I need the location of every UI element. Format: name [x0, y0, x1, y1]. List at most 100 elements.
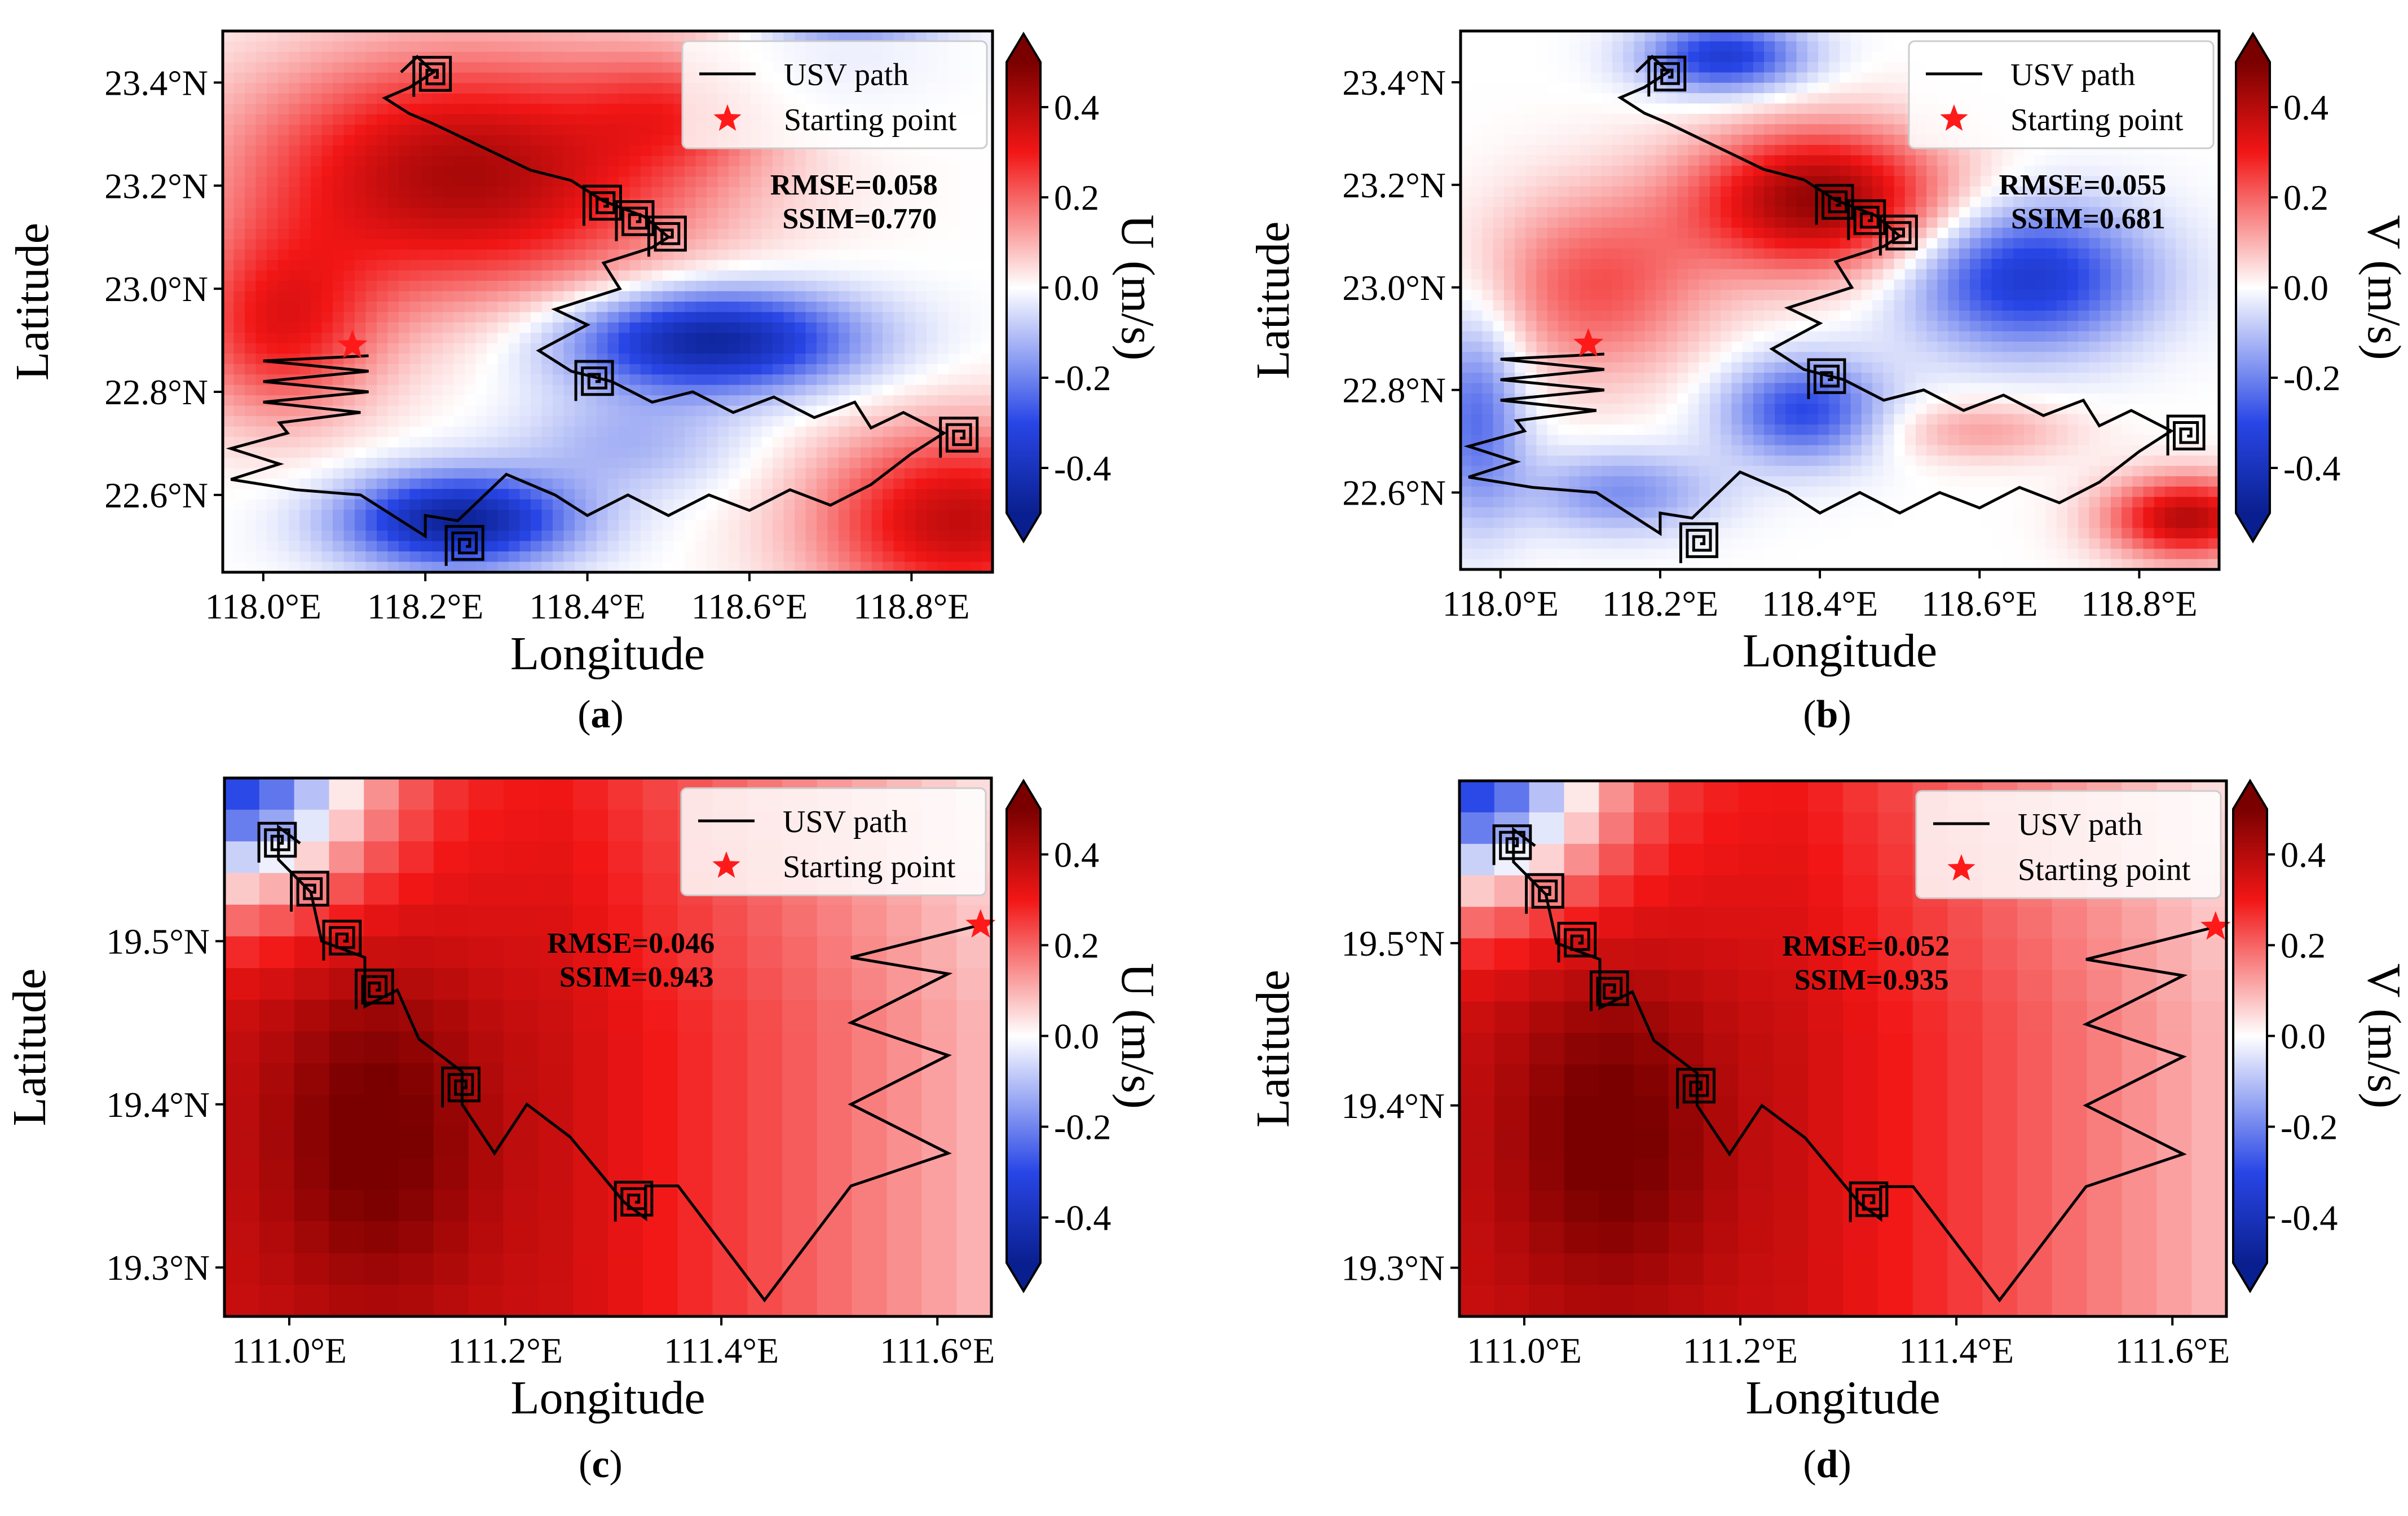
heatmap-cell [1482, 207, 1493, 218]
heatmap-cell [762, 271, 773, 281]
heatmap-cell [399, 177, 410, 188]
heatmap-cell [1461, 124, 1472, 135]
heatmap-cell [597, 166, 608, 177]
heatmap-cell [399, 42, 410, 52]
heatmap-cell [1634, 332, 1645, 342]
heatmap-cell [498, 52, 509, 63]
heatmap-cell [234, 239, 245, 250]
heatmap-cell [1471, 93, 1483, 104]
heatmap-cell [905, 312, 916, 323]
heatmap-cell [1493, 83, 1505, 94]
heatmap-cell [1504, 135, 1515, 145]
heatmap-cell [399, 531, 410, 541]
heatmap-cell [421, 479, 432, 489]
heatmap-cell [498, 94, 509, 104]
heatmap-cell [575, 531, 586, 541]
heatmap-cell [410, 510, 421, 520]
heatmap-cell [674, 333, 685, 343]
heatmap-cell [817, 239, 828, 250]
heatmap-cell [960, 364, 971, 375]
heatmap-cell [421, 322, 432, 333]
heatmap-cell [311, 42, 322, 52]
heatmap-cell [762, 427, 773, 437]
heatmap-cell [696, 510, 707, 520]
heatmap-cell [1569, 507, 1580, 518]
heatmap-cell [1547, 197, 1559, 207]
heatmap-cell [663, 52, 674, 63]
heatmap-cell [718, 353, 729, 364]
heatmap-cell [630, 177, 641, 188]
heatmap-cell [542, 385, 553, 396]
colorbar-tick-label: 0.4 [1054, 87, 1099, 127]
heatmap-cell [1612, 166, 1624, 176]
heatmap-cell [1591, 73, 1602, 83]
heatmap-cell [256, 187, 267, 198]
heatmap-cell [542, 551, 553, 562]
heatmap-cell [949, 156, 960, 167]
heatmap-cell [245, 500, 256, 510]
heatmap-cell [839, 353, 850, 364]
heatmap-cell [828, 271, 839, 281]
heatmap-cell [234, 500, 245, 510]
heatmap-cell [641, 541, 652, 552]
heatmap-cell [630, 239, 641, 250]
heatmap-cell [509, 62, 520, 73]
heatmap-cell [729, 177, 740, 188]
heatmap-cell [1558, 259, 1569, 269]
heatmap-cell [729, 260, 740, 271]
heatmap-cell [916, 427, 927, 437]
heatmap-cell [388, 479, 399, 489]
heatmap-cell [1612, 321, 1624, 332]
heatmap-cell [311, 166, 322, 177]
heatmap-cell [278, 260, 289, 271]
heatmap-cell [1666, 135, 1678, 145]
heatmap-cell [256, 114, 267, 125]
heatmap-cell [663, 353, 674, 364]
heatmap-cell [861, 239, 872, 250]
heatmap-cell [1580, 549, 1591, 559]
heatmap-cell [256, 83, 267, 94]
heatmap-cell [905, 520, 916, 531]
heatmap-cell [1612, 83, 1624, 94]
heatmap-cell [696, 531, 707, 541]
heatmap-cell [619, 94, 630, 104]
heatmap-cell [465, 52, 476, 63]
heatmap-cell [223, 125, 234, 135]
heatmap-cell [1677, 259, 1688, 269]
heatmap-cell [344, 187, 355, 198]
heatmap-cell [1558, 93, 1569, 104]
heatmap-cell [938, 531, 949, 541]
heatmap-cell [256, 364, 267, 375]
heatmap-cell [641, 322, 652, 333]
heatmap-cell [806, 500, 817, 510]
heatmap-cell [1471, 114, 1483, 125]
heatmap-cell [520, 229, 531, 240]
heatmap-cell [1623, 363, 1634, 373]
heatmap-cell [421, 312, 432, 323]
heatmap-cell [1623, 321, 1634, 332]
heatmap-cell [443, 114, 454, 125]
heatmap-cell [355, 551, 366, 562]
heatmap-cell [1721, 497, 1732, 507]
heatmap-cell [311, 302, 322, 312]
heatmap-cell [1677, 497, 1688, 507]
heatmap-cell [1504, 228, 1515, 238]
heatmap-cell [696, 406, 707, 417]
heatmap-cell [619, 239, 630, 250]
heatmap-cell [388, 322, 399, 333]
heatmap-cell [388, 541, 399, 552]
heatmap-cell [630, 62, 641, 73]
heatmap-cell [421, 353, 432, 364]
x-tick-label: 118.0°E [205, 586, 321, 626]
heatmap-cell [1471, 332, 1483, 342]
heatmap-cell [1666, 404, 1678, 414]
heatmap-cell [410, 448, 421, 458]
heatmap-cell [1493, 249, 1505, 259]
heatmap-cell [553, 416, 564, 427]
heatmap-cell [883, 479, 894, 489]
heatmap-cell [1623, 456, 1634, 466]
heatmap-cell [399, 385, 410, 396]
heatmap-cell [608, 104, 619, 114]
heatmap-cell [377, 551, 388, 562]
heatmap-cell [894, 541, 905, 552]
